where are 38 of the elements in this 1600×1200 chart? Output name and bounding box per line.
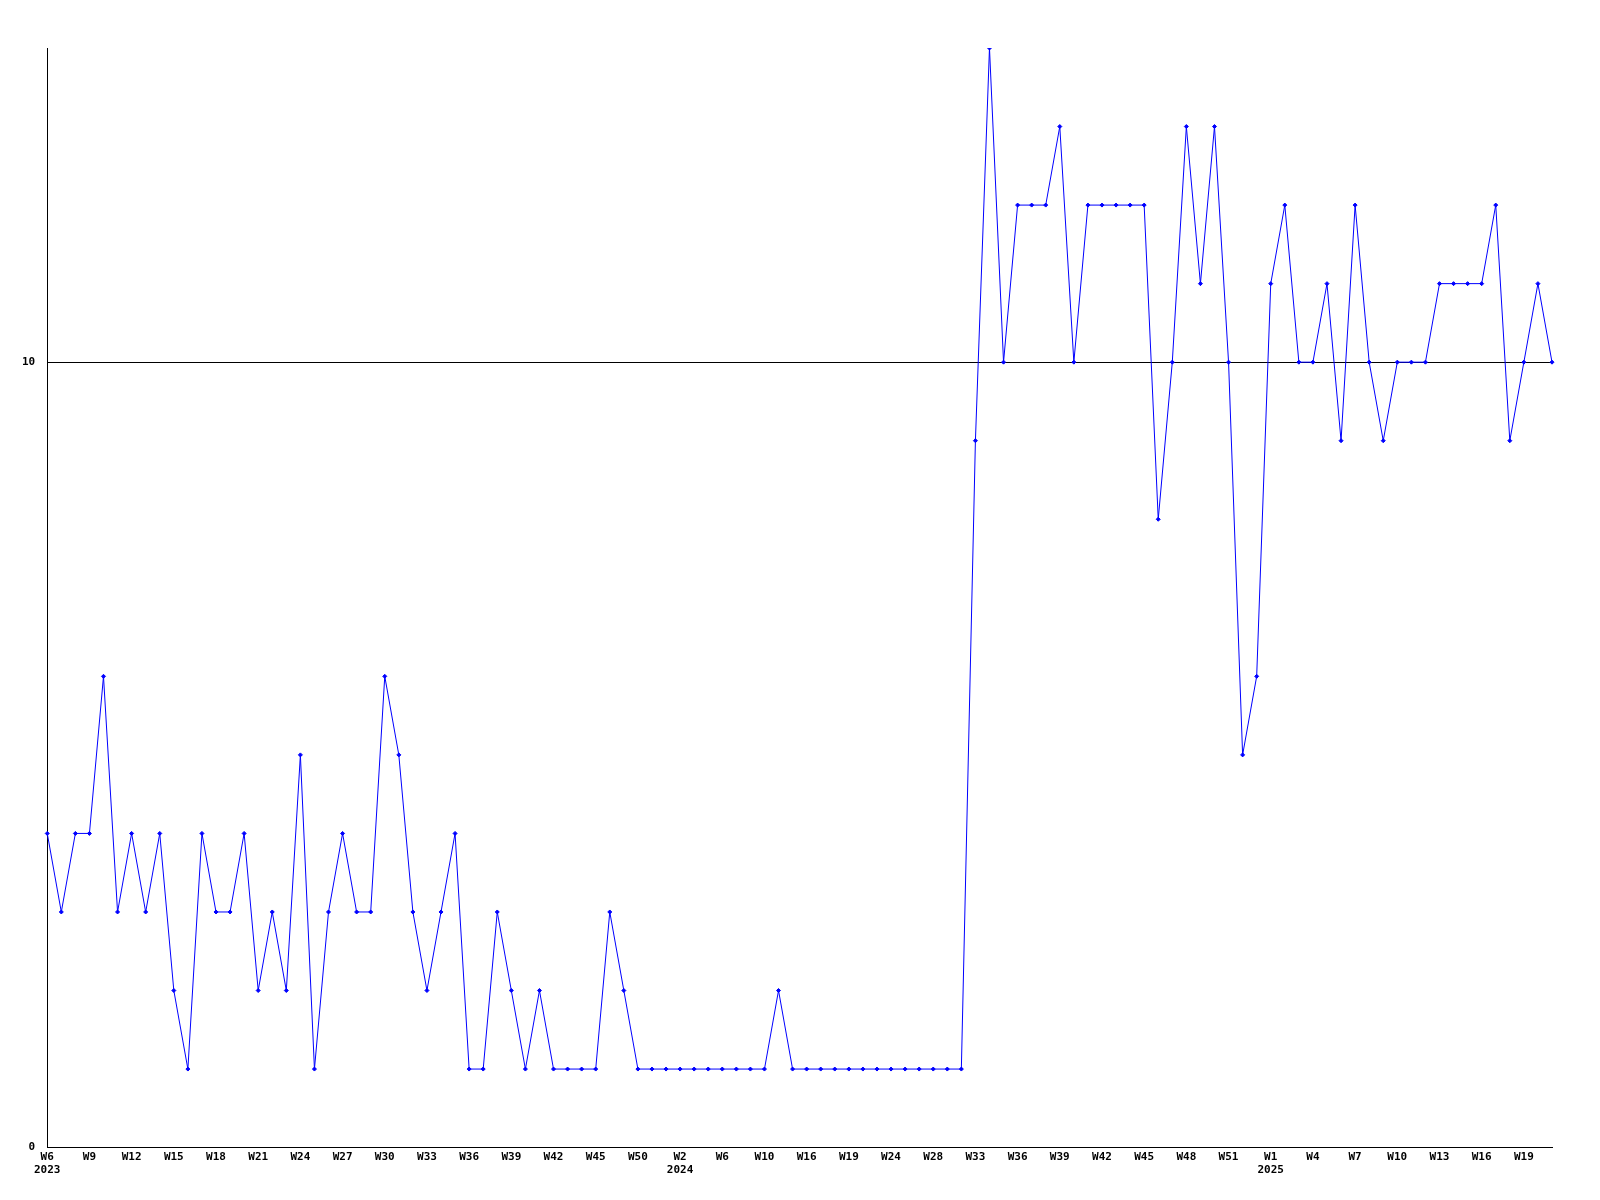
- x-tick-label: W9: [82, 1150, 97, 1164]
- x-tick-label: W6: [715, 1150, 730, 1164]
- x-tick-label: W27: [332, 1150, 353, 1164]
- x-tick-label: W6 2023: [34, 1150, 61, 1177]
- x-tick-label: W51: [1218, 1150, 1239, 1164]
- x-tick-label: W45: [1134, 1150, 1155, 1164]
- x-tick-label: W48: [1176, 1150, 1197, 1164]
- y-tick-label: 10: [22, 355, 36, 369]
- x-tick-label: W19: [1513, 1150, 1534, 1164]
- x-tick-label: W39: [501, 1150, 522, 1164]
- x-tick-label: W10: [754, 1150, 775, 1164]
- x-tick-label: W28: [923, 1150, 944, 1164]
- x-tick-label: W7: [1348, 1150, 1362, 1164]
- x-tick-label: W4: [1306, 1150, 1320, 1164]
- x-tick-label: W21: [248, 1150, 269, 1164]
- x-tick-label: W33: [417, 1150, 437, 1164]
- x-tick-label: W19: [838, 1150, 859, 1164]
- x-tick-label: W1 2025: [1257, 1150, 1284, 1177]
- x-tick-label: W10: [1387, 1150, 1408, 1164]
- x-tick-label: W18: [206, 1150, 226, 1164]
- x-tick-label: W42: [1092, 1150, 1112, 1164]
- x-tick-label: W33: [965, 1150, 986, 1164]
- x-tick-label: W30: [374, 1150, 395, 1164]
- x-tick-label: W50: [627, 1150, 648, 1164]
- x-tick-label: W36: [459, 1150, 480, 1164]
- x-tick-label: W45: [585, 1150, 606, 1164]
- x-tick-label: W36: [1007, 1150, 1028, 1164]
- x-tick-label: W13: [1429, 1150, 1450, 1164]
- x-tick-label: W16: [796, 1150, 817, 1164]
- x-tick-label: W2 2024: [666, 1150, 694, 1177]
- x-tick-label: W39: [1049, 1150, 1070, 1164]
- x-tick-label: W12: [121, 1150, 142, 1164]
- x-tick-label: W24: [881, 1150, 902, 1164]
- x-tick-label: W16: [1471, 1150, 1492, 1164]
- x-tick-label: W24: [290, 1150, 311, 1164]
- x-tick-label: W15: [163, 1150, 184, 1164]
- x-tick-label: W42: [543, 1150, 564, 1164]
- y-tick-label: 0: [28, 1140, 36, 1154]
